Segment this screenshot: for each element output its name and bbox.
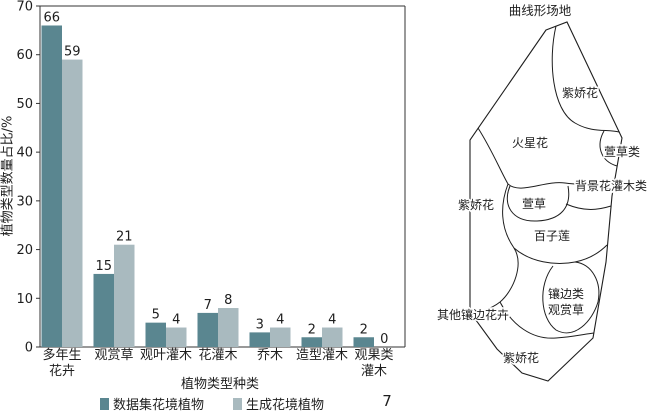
region-label: 萱草类 [604, 145, 640, 159]
x-tick-label: 观赏草 [94, 348, 134, 363]
region-boundary-right-small [599, 130, 618, 167]
x-tick-label: 多年生 花卉 [42, 348, 82, 379]
bar-value-label: 7 [204, 298, 212, 313]
bar-value-label: 5 [152, 308, 160, 323]
bar-series2-4 [218, 308, 239, 347]
y-tick-label: 30 [16, 194, 33, 209]
region-boundary-edging [542, 261, 600, 334]
bar-value-label: 21 [116, 230, 133, 245]
bar-series2-5 [270, 327, 291, 347]
y-tick-label: 60 [16, 48, 33, 63]
site-plan: 曲线形场地 紫娇花 火星花 萱草类 背景花灌木类 紫娇花 萱草 百子莲 镶边类 … [435, 3, 649, 382]
bar-series1-5 [249, 332, 270, 347]
bar-value-label: 15 [95, 259, 112, 274]
bar-series1-3 [145, 322, 166, 347]
legend-label-generated: 生成花境植物 [246, 397, 324, 412]
footer-mark: 7 [382, 392, 392, 410]
x-tick-label: 花灌木 [198, 348, 238, 363]
site-plan-title: 曲线形场地 [509, 3, 572, 18]
bar-value-label: 2 [360, 322, 368, 337]
region-boundary-middle [513, 244, 608, 264]
bar-value-label: 4 [328, 313, 336, 328]
bar-value-label: 66 [43, 10, 60, 25]
x-axis-label: 植物类型种类 [181, 377, 259, 392]
y-tick-label: 0 [25, 341, 33, 356]
bar-series1-2 [93, 273, 114, 347]
bar-value-label: 8 [224, 293, 232, 308]
region-boundary-left [469, 183, 519, 313]
bar-series1-4 [197, 312, 218, 347]
bar-value-label: 4 [276, 313, 284, 328]
bar-value-label: 4 [172, 313, 180, 328]
region-label: 其他镶边花卉 [437, 307, 509, 322]
bar-value-label: 59 [64, 45, 81, 60]
region-boundary-top [551, 25, 620, 133]
bar-series1-1 [41, 25, 62, 347]
x-tick-label: 乔木 [256, 348, 283, 363]
legend-swatch-generated [233, 398, 242, 410]
bar-series2-1 [62, 59, 83, 347]
y-axis-label: 植物类型数量占比/% [1, 116, 16, 237]
y-tick-label: 20 [16, 243, 33, 258]
region-boundary-background [565, 203, 612, 210]
x-tick-label: 观叶灌木 [139, 348, 192, 363]
region-boundary-center [477, 127, 612, 191]
region-label: 紫娇花 [562, 85, 598, 100]
bar-series2-3 [166, 327, 187, 347]
y-tick-label: 50 [16, 97, 33, 112]
site-outline [469, 21, 623, 382]
region-label: 观赏草 [548, 303, 584, 317]
region-label: 百子莲 [534, 229, 570, 243]
region-boundary-blob [506, 185, 570, 222]
region-label: 镶边类 [548, 286, 584, 301]
bar-value-label: 2 [308, 322, 316, 337]
bar-value-label: 0 [380, 332, 388, 347]
region-label: 火星花 [512, 135, 548, 150]
legend: 数据集花境植物 生成花境植物 [100, 397, 324, 412]
bar-series2-2 [114, 244, 135, 347]
legend-label-dataset: 数据集花境植物 [113, 397, 204, 412]
region-boundary-bottom [499, 301, 595, 339]
legend-swatch-dataset [100, 398, 109, 410]
region-label: 紫娇花 [503, 350, 539, 365]
region-label: 萱草 [522, 197, 546, 211]
region-label: 背景花灌木类 [575, 178, 647, 193]
y-tick-label: 70 [16, 0, 33, 15]
bar-series1-6 [301, 337, 322, 347]
y-tick-label: 40 [16, 146, 33, 161]
region-label: 紫娇花 [458, 197, 494, 212]
bar-series2-6 [322, 327, 343, 347]
x-tick-label: 观果类 灌木 [354, 348, 394, 379]
x-tick-label: 造型灌木 [295, 348, 348, 363]
bar-value-label: 3 [256, 317, 264, 332]
bar-series1-7 [353, 337, 374, 347]
y-tick-label: 10 [16, 292, 33, 307]
